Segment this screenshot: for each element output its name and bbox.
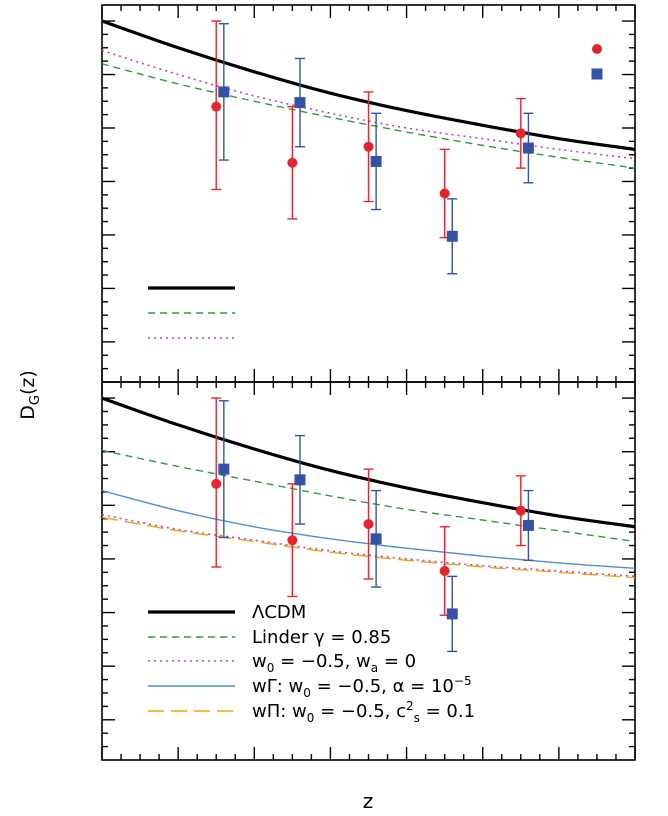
x-axis-label: z (363, 789, 374, 813)
legend-label-part: wΠ: w (252, 701, 307, 722)
data-point-circle (287, 535, 298, 546)
legend-label-part: ΛCDM (252, 602, 306, 623)
legend-label-part: = 0 (378, 651, 416, 672)
data-point-circle (515, 128, 526, 139)
legend-label: w0 = −0.5, wa = 0 (252, 651, 416, 675)
data-point-square (294, 97, 306, 109)
legend-label: ΛCDM (252, 602, 306, 623)
data-point-square (218, 463, 230, 475)
legend-label: wΠ: w0 = −0.5, c2s = 0.1 (252, 699, 475, 725)
legend-label-part: = −0.5, α = 10 (311, 676, 454, 697)
legend-label-part: wΓ: w (252, 676, 303, 697)
data-point-square (218, 86, 230, 98)
data-point-circle (439, 566, 450, 576)
legend-circle-marker (592, 44, 602, 54)
data-point-circle (363, 141, 374, 152)
legend-label-part: 2 (406, 699, 414, 713)
data-point-circle (363, 519, 374, 530)
data-point-circle (211, 478, 222, 489)
series-line (101, 63, 636, 169)
series-line (101, 513, 636, 578)
data-point-square (294, 474, 306, 486)
legend-label-part: Linder γ = 0.85 (252, 627, 391, 648)
data-point-square (370, 155, 382, 167)
legend-label-part: = 0.1 (420, 701, 475, 722)
data-point-square (522, 519, 534, 531)
legend-label-part: = −0.5, w (274, 651, 370, 672)
legend-label-part: w (252, 651, 267, 672)
legend-label-part: 0 (303, 686, 311, 700)
legend-label-part: = −0.5, c (314, 701, 406, 722)
data-point-circle (211, 101, 222, 112)
data-point-circle (439, 188, 450, 199)
legend-label: Linder γ = 0.85 (252, 627, 391, 648)
y-axis-label: DG(z) (17, 370, 43, 420)
axis-ticks (101, 5, 636, 760)
legend-label-part: 0 (267, 661, 275, 675)
series-line (101, 516, 636, 579)
data-point-circle (515, 505, 526, 516)
legend-square-marker (591, 68, 603, 80)
data-point-square (446, 230, 458, 242)
data-point-circle (287, 157, 298, 168)
legend-label-part: a (371, 661, 378, 675)
legend-label-part: −5 (454, 674, 472, 688)
data-point-square (446, 608, 458, 620)
series-line (101, 449, 636, 543)
data-points (211, 20, 534, 653)
legend-label: wΓ: w0 = −0.5, α = 10−5 (252, 674, 472, 700)
legend-label-part: s (414, 711, 420, 725)
data-point-square (370, 533, 382, 545)
legend-label-part: 0 (307, 711, 315, 725)
data-point-square (522, 142, 534, 154)
